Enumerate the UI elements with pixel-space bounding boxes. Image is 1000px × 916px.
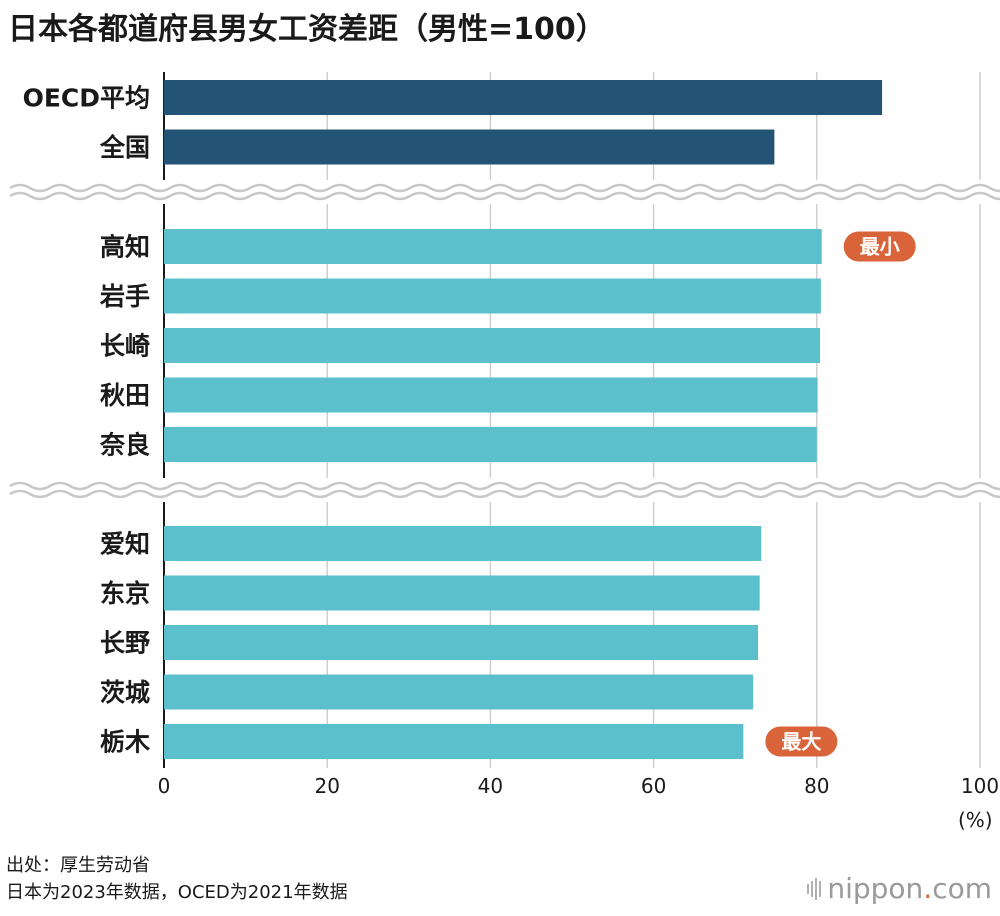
- brand-name: nippon: [827, 872, 924, 905]
- bar: [164, 625, 759, 660]
- data-year-note: 日本为2023年数据，OCED为2021年数据: [6, 882, 348, 903]
- brand-bars-icon: [807, 877, 822, 900]
- category-label: 爱知: [100, 530, 150, 559]
- x-tick-label: 40: [478, 774, 503, 798]
- category-label: 全国: [99, 133, 150, 162]
- source-note: 出处：厚生劳动省 日本为2023年数据，OCED为2021年数据: [6, 852, 348, 906]
- x-tick-label: 60: [641, 774, 666, 798]
- x-tick-label: 0: [158, 774, 171, 798]
- bar: [164, 526, 762, 561]
- brand-suffix: com: [932, 872, 992, 905]
- bar: [164, 377, 818, 413]
- axis-break-line: [9, 191, 1000, 201]
- category-label: 秋田: [100, 381, 150, 410]
- chart-title: 日本各都道府县男女工资差距（男性=100）: [8, 12, 606, 47]
- brand-logo: nippon.com: [807, 872, 992, 905]
- axis-breaks: [0, 180, 1000, 502]
- category-label: 茨城: [100, 678, 150, 707]
- annotation-text: 最大: [781, 730, 821, 754]
- annotation-badge: [843, 231, 916, 262]
- category-label: 奈良: [99, 431, 150, 460]
- x-tick-label: 20: [314, 774, 339, 798]
- bar: [164, 229, 822, 264]
- category-label: 岩手: [99, 282, 150, 311]
- bar: [164, 427, 817, 462]
- brand-dot: .: [923, 872, 933, 905]
- bar: [164, 328, 821, 363]
- x-axis-ticks: 0 20 40 60 80 100: [158, 774, 999, 798]
- category-label: 高知: [100, 233, 150, 262]
- bar: [164, 724, 744, 759]
- category-label: OECD平均: [23, 84, 150, 113]
- annotation-badge: [765, 726, 838, 757]
- bar: [164, 674, 754, 710]
- axis-break-line: [9, 489, 1000, 499]
- category-label: 长崎: [100, 332, 150, 361]
- bar: [164, 278, 821, 314]
- annotation-text: 最小: [860, 235, 900, 259]
- bars: [164, 80, 883, 759]
- source-line: 出处：厚生劳动省: [6, 855, 150, 876]
- category-label: 栃木: [100, 728, 150, 757]
- bar: [164, 575, 760, 611]
- x-tick-label: 80: [804, 774, 829, 798]
- x-tick-label: 100: [961, 774, 999, 798]
- bar: [164, 129, 775, 165]
- axis-break-line: [9, 481, 1000, 491]
- bar: [164, 80, 883, 115]
- axis-break-line: [9, 183, 1000, 193]
- gridlines: [163, 72, 981, 768]
- category-label: 长野: [100, 629, 150, 658]
- category-label: 东京: [100, 579, 150, 608]
- x-axis-unit: (%): [958, 808, 993, 832]
